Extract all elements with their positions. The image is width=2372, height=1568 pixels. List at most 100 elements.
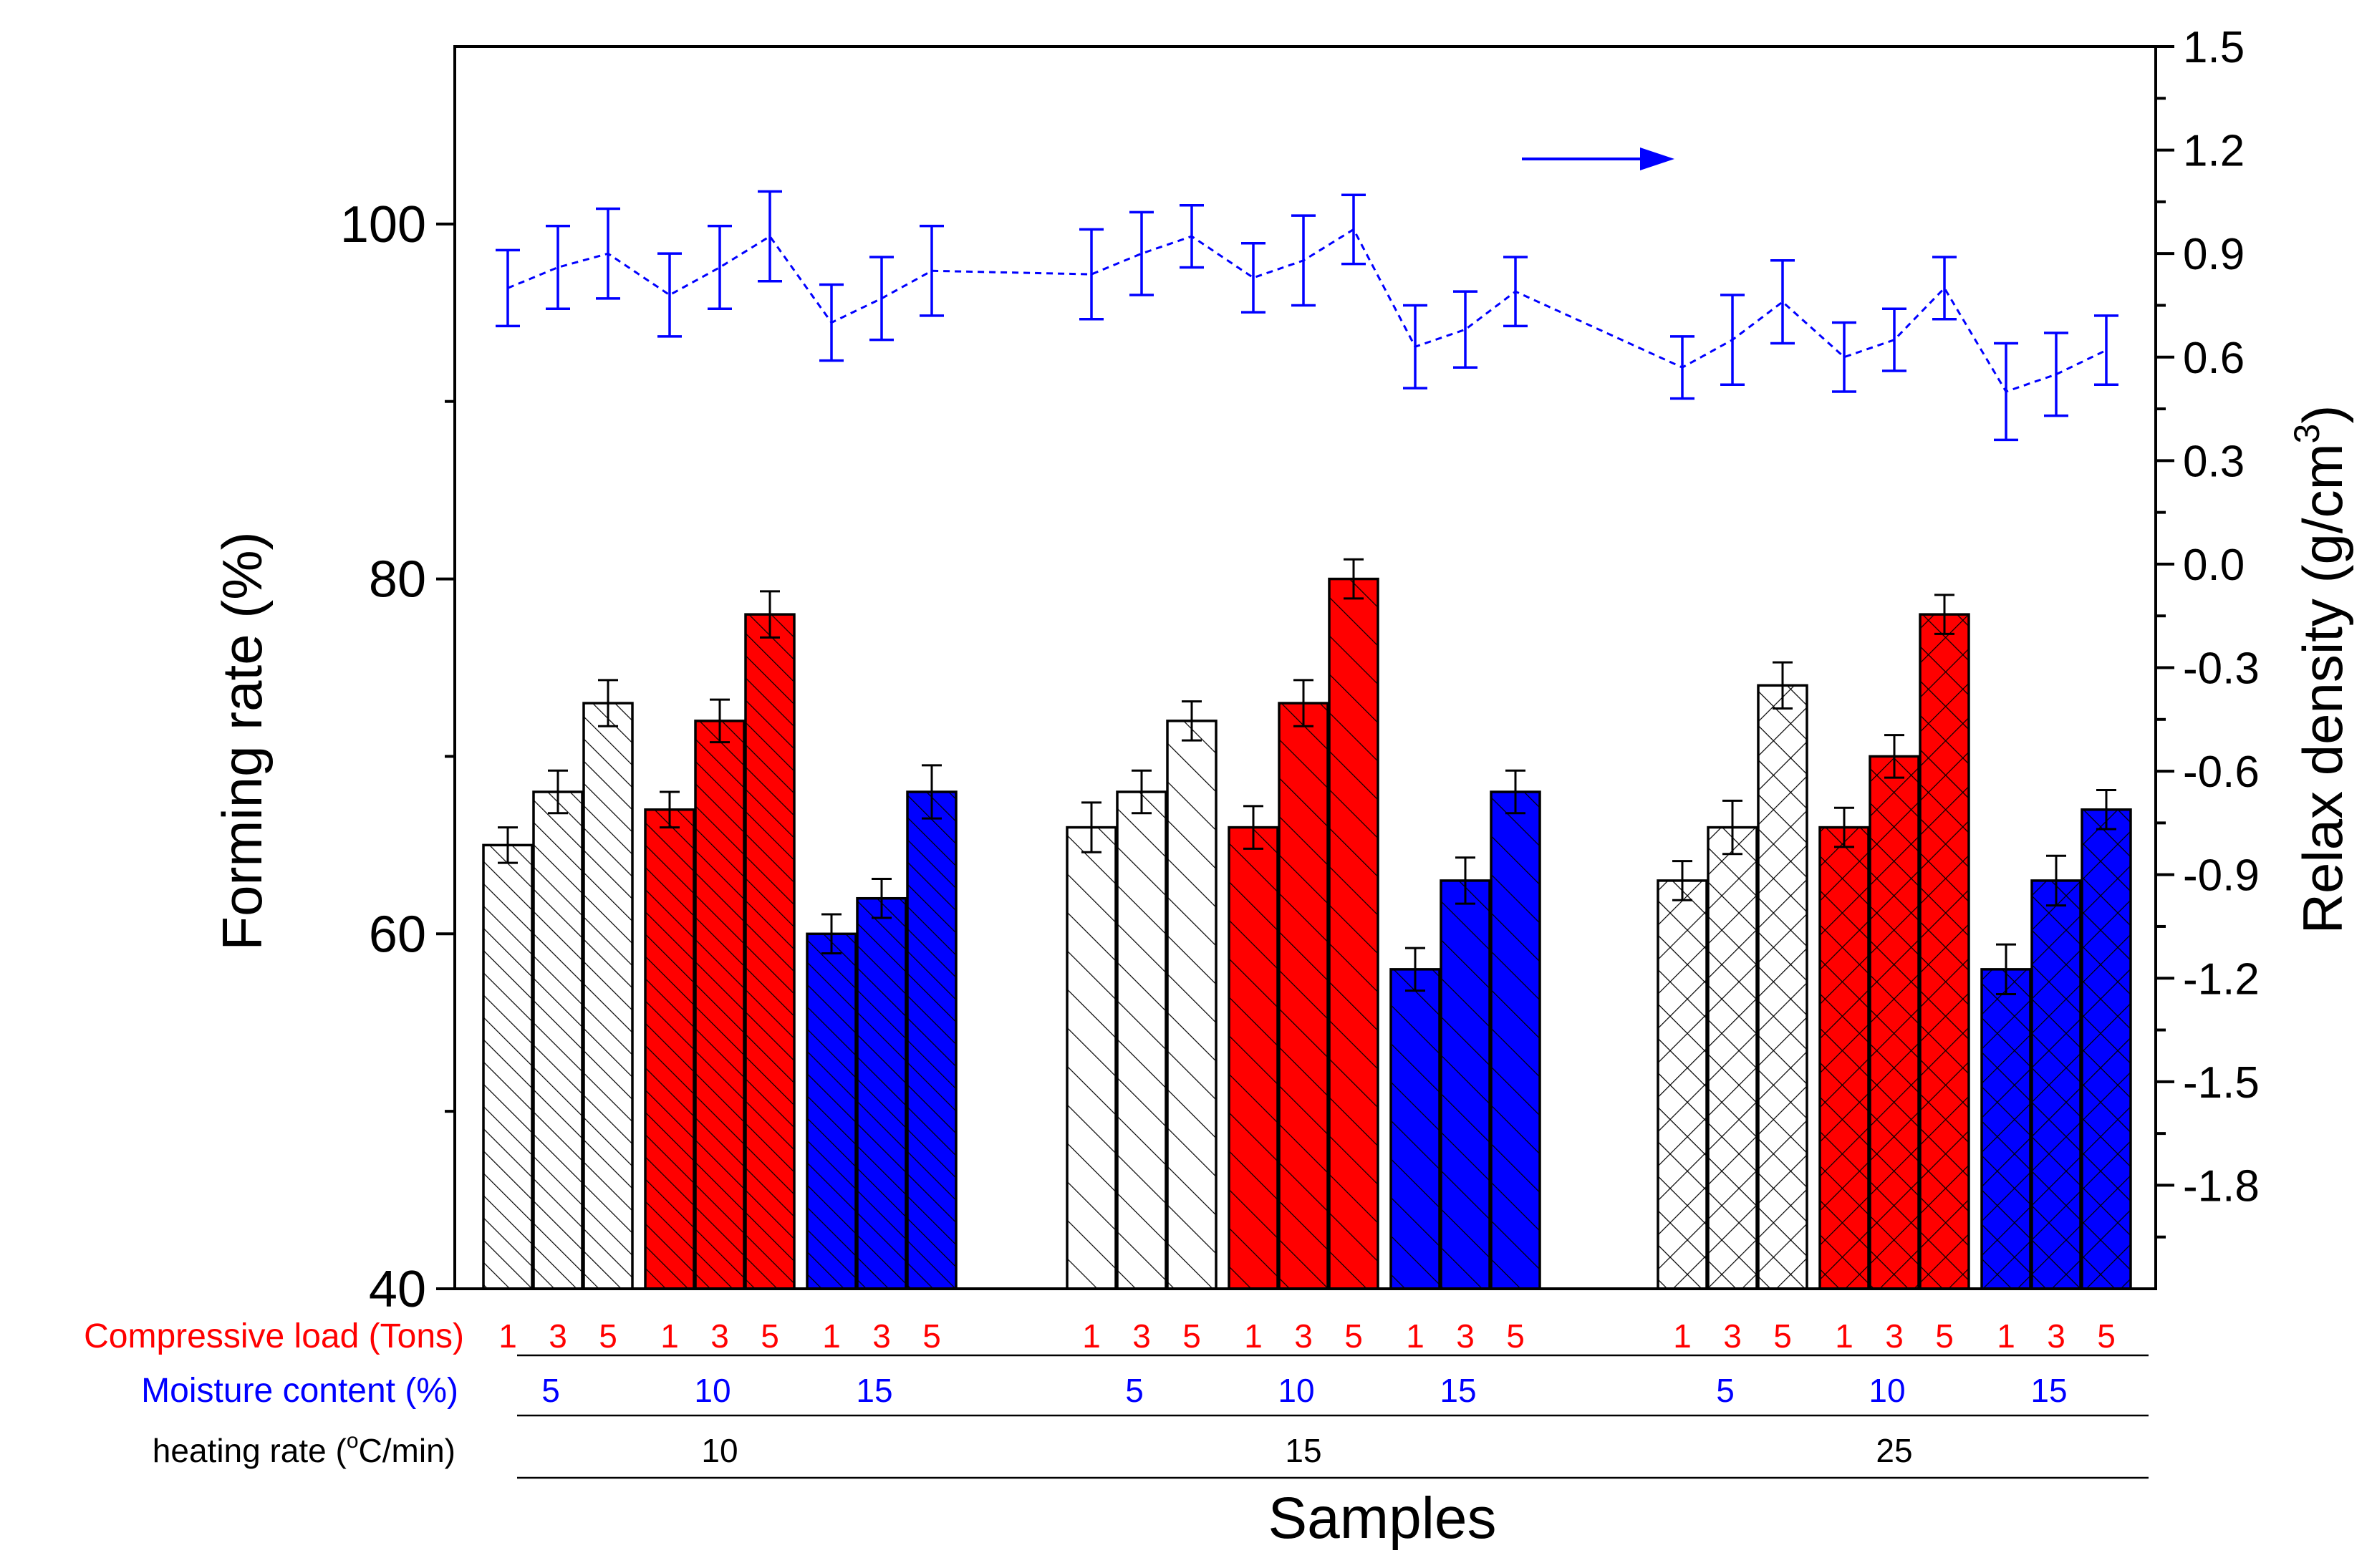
error-bar-hr15-m5-load1: [1081, 801, 1101, 853]
bar-hr25-m10-load5-outline: [1919, 613, 1970, 1290]
error-bar-hr15-m15-load1: [1405, 947, 1425, 992]
load-label: 5: [761, 1317, 779, 1355]
error-bar-hr15-m5-load3: [1132, 769, 1152, 815]
bar-hr10-m5-load3-outline: [532, 790, 584, 1290]
error-bar-hr15-m5-load5: [1182, 700, 1202, 742]
error-bar-hr25-m15-load1: [1996, 943, 2016, 996]
bar-hr25-m15-load5-outline: [2081, 808, 2132, 1290]
error-bar-hr10-m10-load5: [760, 590, 780, 639]
load-label: 3: [1885, 1317, 1904, 1355]
relax-density-error-bar: [1770, 259, 1795, 345]
bar-hr15-m10-load5-outline: [1328, 577, 1379, 1290]
bar-hr15-m5-load1-outline: [1066, 826, 1117, 1290]
bar-hr15-m15-load5-outline: [1490, 790, 1541, 1290]
load-label: 1: [1673, 1317, 1692, 1355]
heating-rate-label: 25: [1876, 1432, 1912, 1469]
load-label: 3: [1456, 1317, 1475, 1355]
right-axis: 1.5 1.2 0.9 0.6 0.3 0.0 -0.3 -0.6 -0.9 -1.2 -1.5 -1…: [2156, 23, 2260, 1239]
relax-density-error-bar: [657, 252, 682, 338]
bar-hr25-m5-load1-outline: [1657, 879, 1708, 1290]
load-label: 1: [1244, 1317, 1263, 1355]
bar-hr10-m10-load5-outline: [744, 613, 796, 1290]
relax-density-error-bar: [1079, 228, 1104, 321]
relax-density-error-bar: [758, 190, 782, 283]
moisture-label: 10: [1278, 1372, 1314, 1409]
load-label: 3: [2047, 1317, 2065, 1355]
bar-hr25-m15-load3-outline: [2030, 879, 2082, 1290]
y2-tick-label: -1.2: [2183, 954, 2260, 1004]
error-bar-hr25-m10-load3: [1884, 734, 1904, 779]
load-label: 3: [549, 1317, 567, 1355]
y-axis-label: Forming rate (%): [211, 531, 274, 950]
bar-hr10-m10-load3-outline: [694, 720, 746, 1290]
error-bar-hr10-m5-load3: [548, 769, 568, 815]
x-axis-label: Samples: [1268, 1486, 1496, 1551]
error-bar-hr25-m15-load5: [2096, 789, 2116, 831]
relax-density-error-bar: [1832, 321, 1856, 393]
bar-hr10-m10-load1-outline: [644, 808, 695, 1290]
error-bar-hr25-m5-load3: [1722, 799, 1742, 856]
heating-rate-label: 15: [1285, 1432, 1321, 1469]
y2-tick-label: 0.9: [2183, 230, 2245, 279]
error-bar-hr15-m15-load5: [1505, 769, 1525, 815]
compressive-load-row-label: Compressive load (Tons): [84, 1317, 464, 1355]
y2-tick-label: -1.5: [2183, 1058, 2260, 1108]
bar-hr25-m10-load3-outline: [1869, 755, 1920, 1290]
error-bar-hr25-m10-load5: [1934, 594, 1954, 635]
relax-density-error-bar: [1129, 210, 1154, 296]
direction-arrow: [1522, 147, 1674, 170]
load-label: 5: [1773, 1317, 1792, 1355]
y2-tick-label: -1.8: [2183, 1161, 2260, 1211]
moisture-label: 5: [1125, 1372, 1144, 1409]
error-bar-hr25-m5-load5: [1773, 661, 1793, 710]
load-label: 1: [498, 1317, 517, 1355]
bar-hr10-m15-load3-outline: [856, 896, 907, 1290]
load-label: 3: [1723, 1317, 1742, 1355]
y-tick-label: 80: [369, 551, 426, 609]
moisture-label: 5: [1716, 1372, 1735, 1409]
moisture-label: 15: [856, 1372, 892, 1409]
y-tick-label: 60: [369, 906, 426, 963]
moisture-label: 5: [541, 1372, 560, 1409]
error-bar-hr10-m5-load5: [598, 679, 618, 727]
bar-hr15-m5-load5-outline: [1166, 720, 1218, 1290]
heating-rate-label: 10: [701, 1432, 738, 1469]
load-label: 1: [1406, 1317, 1424, 1355]
load-label: 5: [1182, 1317, 1201, 1355]
moisture-label: 10: [1869, 1372, 1905, 1409]
load-label: 3: [1294, 1317, 1313, 1355]
load-label: 5: [1935, 1317, 1954, 1355]
error-bar-hr25-m5-load1: [1672, 860, 1692, 901]
bar-series: [482, 577, 2132, 1290]
y2-tick-label: 0.0: [2183, 541, 2245, 590]
error-bar-hr25-m10-load1: [1834, 806, 1854, 848]
error-bar-hr15-m10-load3: [1293, 679, 1313, 727]
relax-density-error-bar: [708, 224, 732, 311]
error-bar-hr10-m10-load1: [660, 790, 680, 829]
load-label: 5: [599, 1317, 617, 1355]
load-label: 1: [1082, 1317, 1101, 1355]
y2-tick-label: -0.3: [2183, 644, 2260, 694]
bar-hr15-m10-load3-outline: [1278, 702, 1329, 1290]
load-label: 5: [1506, 1317, 1525, 1355]
error-bar-hr10-m15-load3: [872, 877, 892, 919]
y2-tick-label: 0.3: [2183, 437, 2245, 486]
bar-hr25-m5-load5-outline: [1757, 684, 1808, 1290]
error-bar-hr10-m15-load1: [821, 913, 842, 955]
y-tick-label: 40: [369, 1261, 426, 1318]
load-label: 5: [922, 1317, 941, 1355]
y2-tick-label: 1.2: [2183, 127, 2245, 176]
y2-tick-label: -0.6: [2183, 747, 2260, 797]
bar-hr10-m5-load5-outline: [582, 702, 634, 1290]
moisture-label: 15: [1440, 1372, 1476, 1409]
load-label: 1: [660, 1317, 679, 1355]
relax-density-error-bar: [546, 224, 570, 311]
relax-density-line: [507, 228, 2107, 393]
moisture-label: 10: [694, 1372, 731, 1409]
bar-hr25-m10-load1-outline: [1818, 826, 1870, 1290]
relax-density-error-bar: [1932, 256, 1957, 321]
relax-density-error-bar: [1453, 290, 1477, 369]
load-label: 5: [2097, 1317, 2116, 1355]
